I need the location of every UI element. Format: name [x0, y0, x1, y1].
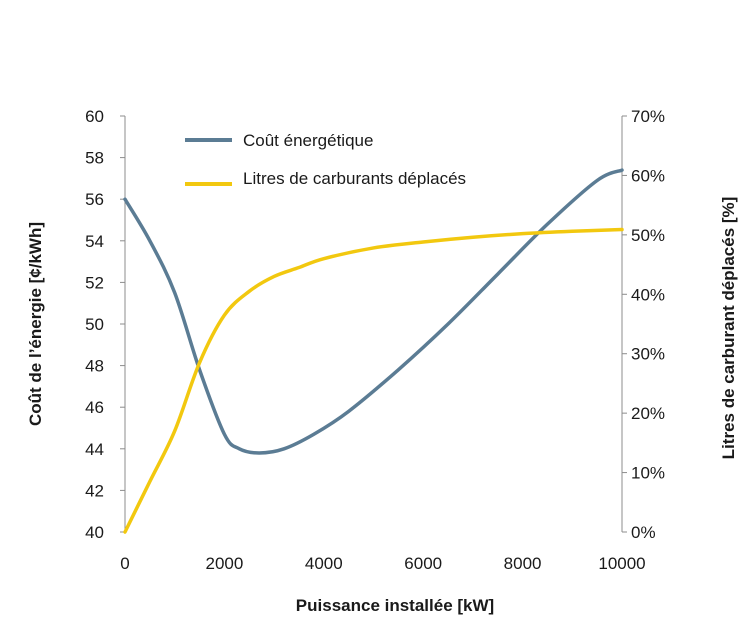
y-tick-label: 48: [85, 357, 104, 376]
x-axis-title: Puissance installée [kW]: [296, 596, 494, 615]
series-lines: [123, 168, 624, 534]
series-line-cout-energetique: [123, 168, 624, 455]
y2-tick-label: 30%: [631, 345, 665, 364]
right-y-axis-ticks: 0% 10% 20% 30% 40% 50% 60% 70%: [622, 107, 665, 542]
y-tick-label: 60: [85, 107, 104, 126]
y-tick-label: 58: [85, 149, 104, 168]
y2-tick-label: 70%: [631, 107, 665, 126]
y-tick-label: 42: [85, 481, 104, 500]
series-line-litres-carburants: [123, 227, 624, 534]
y-tick-label: 50: [85, 315, 104, 334]
x-tick-label: 6000: [404, 554, 442, 573]
y2-tick-label: 0%: [631, 523, 656, 542]
y-tick-label: 44: [85, 440, 104, 459]
y2-tick-label: 10%: [631, 464, 665, 483]
legend-label-cout: Coût énergétique: [243, 131, 373, 150]
left-y-axis-ticks: 40 42 44 46 48 50 52 54 56 58 60: [85, 107, 125, 542]
x-axis-ticks: 0 2000 4000 6000 8000 10000: [120, 554, 645, 573]
y2-axis-title: Litres de carburant déplacés [%]: [719, 197, 738, 460]
y-tick-label: 46: [85, 398, 104, 417]
y2-tick-label: 40%: [631, 285, 665, 304]
y-axis-title: Coût de l’énergie [¢/kWh]: [26, 222, 45, 426]
x-tick-label: 10000: [598, 554, 645, 573]
y-tick-label: 52: [85, 273, 104, 292]
x-tick-label: 4000: [305, 554, 343, 573]
y2-tick-label: 50%: [631, 226, 665, 245]
y-tick-label: 54: [85, 232, 104, 251]
legend: Coût énergétique Litres de carburants dé…: [185, 131, 466, 188]
y-tick-label: 40: [85, 523, 104, 542]
x-tick-label: 0: [120, 554, 129, 573]
y-tick-label: 56: [85, 190, 104, 209]
x-tick-label: 8000: [504, 554, 542, 573]
legend-label-litres: Litres de carburants déplacés: [243, 169, 466, 188]
x-tick-label: 2000: [205, 554, 243, 573]
y2-tick-label: 20%: [631, 404, 665, 423]
y2-tick-label: 60%: [631, 166, 665, 185]
